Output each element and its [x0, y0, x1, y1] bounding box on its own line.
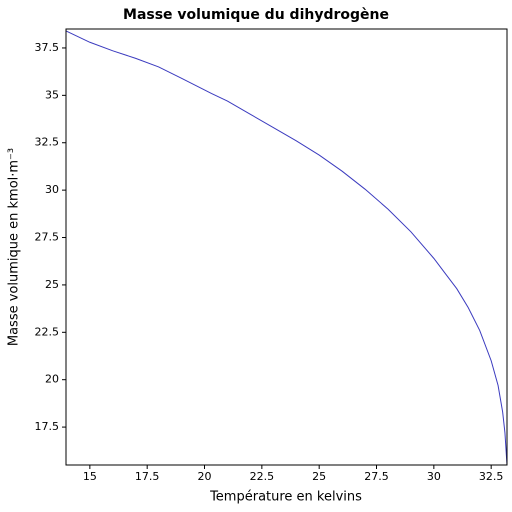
x-tick-label: 22.5	[250, 470, 275, 483]
x-tick-label: 25	[312, 470, 326, 483]
chart-title: Masse volumique du dihydrogène	[123, 7, 389, 23]
y-tick-label: 35	[45, 88, 59, 101]
x-tick-label: 15	[83, 470, 97, 483]
y-tick-label: 25	[45, 278, 59, 291]
x-tick-label: 27.5	[364, 470, 389, 483]
y-tick-label: 32.5	[35, 136, 60, 149]
y-tick-label: 30	[45, 183, 59, 196]
x-tick-label: 17.5	[135, 470, 160, 483]
y-axis-label: Masse volumique en kmol·m⁻³	[7, 148, 22, 346]
y-tick-label: 37.5	[35, 41, 60, 54]
y-tick-label: 27.5	[35, 231, 60, 244]
plot-frame	[65, 28, 508, 466]
x-tick-label: 30	[427, 470, 441, 483]
data-line	[65, 30, 508, 466]
y-tick-label: 20	[45, 373, 59, 386]
y-tick-label: 22.5	[35, 325, 60, 338]
y-tick-label: 17.5	[35, 420, 60, 433]
x-tick-label: 20	[198, 470, 212, 483]
x-tick-label: 32.5	[479, 470, 504, 483]
x-axis-label: Température en kelvins	[209, 490, 362, 505]
